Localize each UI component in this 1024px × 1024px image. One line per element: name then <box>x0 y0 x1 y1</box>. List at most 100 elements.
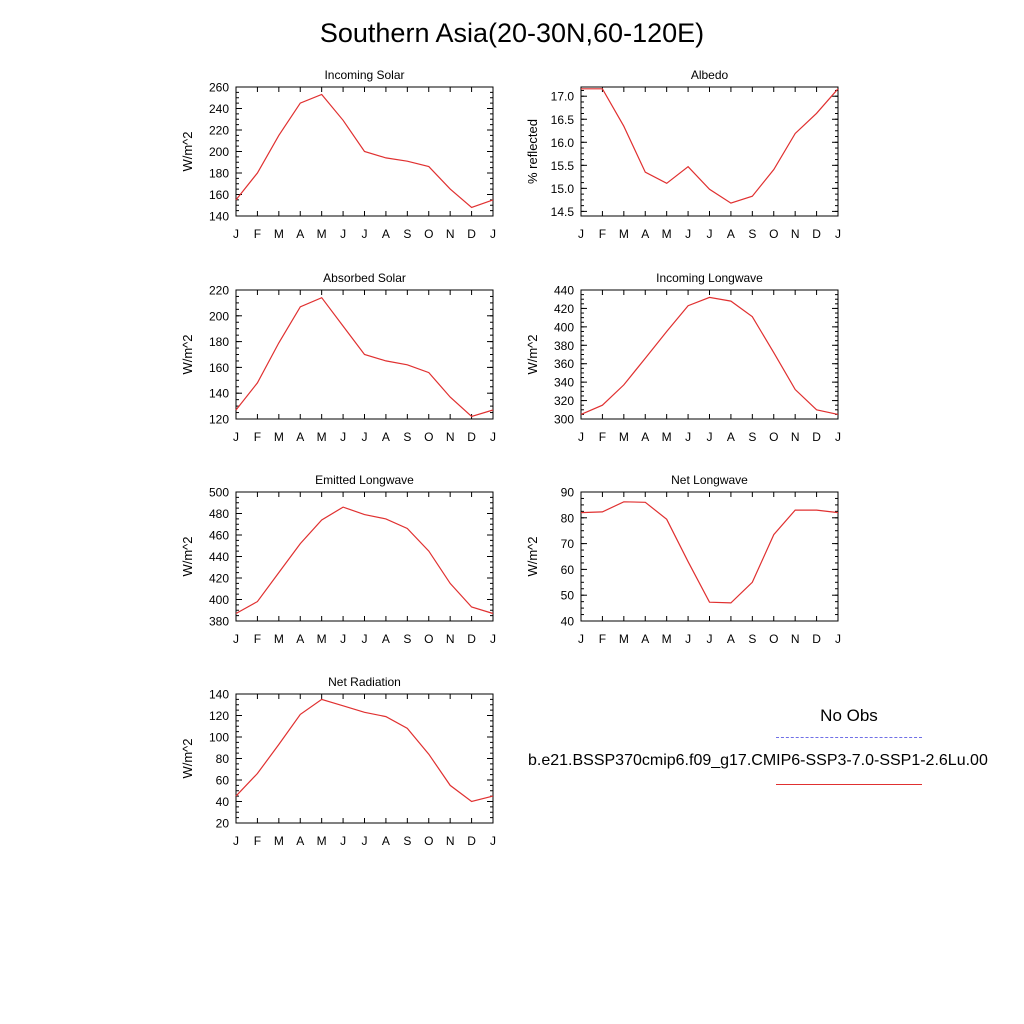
x-tick-label: F <box>254 834 261 848</box>
x-tick-label: O <box>424 227 433 241</box>
y-tick-label: 300 <box>554 413 574 427</box>
y-tick-label: 80 <box>216 752 230 766</box>
y-axis-label: W/m^2 <box>180 738 195 778</box>
y-tick-label: 160 <box>209 361 229 375</box>
x-tick-label: M <box>274 227 284 241</box>
x-tick-label: A <box>296 632 304 646</box>
x-tick-label: J <box>707 227 713 241</box>
y-tick-label: 50 <box>561 589 575 603</box>
y-tick-label: 16.5 <box>551 113 575 127</box>
x-tick-label: M <box>274 834 284 848</box>
x-tick-label: N <box>446 430 455 444</box>
x-tick-label: J <box>707 632 713 646</box>
y-tick-label: 380 <box>554 339 574 353</box>
x-tick-label: N <box>446 834 455 848</box>
page-title: Southern Asia(20-30N,60-120E) <box>319 18 705 48</box>
x-tick-label: J <box>835 227 841 241</box>
y-tick-label: 400 <box>209 593 229 607</box>
series-line <box>235 93 494 209</box>
plot-frame <box>235 491 494 622</box>
chart-title: Incoming Longwave <box>656 271 763 285</box>
y-tick-label: 180 <box>209 167 229 181</box>
x-tick-label: J <box>685 227 691 241</box>
x-tick-label: J <box>490 430 496 444</box>
x-tick-label: A <box>727 227 735 241</box>
x-tick-label: D <box>812 430 821 444</box>
y-tick-label: 500 <box>209 486 229 500</box>
y-tick-label: 70 <box>561 537 575 551</box>
x-tick-label: M <box>662 632 672 646</box>
chart-title: Albedo <box>691 68 729 82</box>
series-line <box>235 698 494 803</box>
y-tick-label: 420 <box>554 302 574 316</box>
x-tick-label: A <box>382 834 390 848</box>
x-tick-label: J <box>340 227 346 241</box>
x-tick-label: M <box>619 227 629 241</box>
x-tick-label: O <box>769 227 778 241</box>
x-tick-label: J <box>490 632 496 646</box>
y-tick-label: 120 <box>209 413 229 427</box>
x-tick-label: O <box>769 430 778 444</box>
y-tick-label: 16.0 <box>551 136 575 150</box>
y-tick-label: 15.0 <box>551 182 575 196</box>
legend-case-label: b.e21.BSSP370cmip6.f09_g17.CMIP6-SSP3-7.… <box>528 752 988 769</box>
y-tick-label: 320 <box>554 394 574 408</box>
x-tick-label: S <box>748 632 756 646</box>
x-tick-label: N <box>791 632 800 646</box>
x-tick-label: J <box>340 430 346 444</box>
x-tick-label: J <box>233 227 239 241</box>
x-tick-label: S <box>748 430 756 444</box>
x-tick-label: J <box>835 430 841 444</box>
x-tick-label: F <box>599 227 606 241</box>
y-axis-label: W/m^2 <box>180 334 195 374</box>
x-tick-label: O <box>424 430 433 444</box>
x-tick-label: A <box>641 632 649 646</box>
x-tick-label: S <box>403 430 411 444</box>
x-tick-label: S <box>403 227 411 241</box>
y-tick-label: 80 <box>561 511 575 525</box>
x-tick-label: J <box>578 430 584 444</box>
x-tick-label: O <box>424 632 433 646</box>
x-tick-label: J <box>340 834 346 848</box>
x-tick-label: M <box>274 632 284 646</box>
x-tick-label: A <box>641 430 649 444</box>
y-tick-label: 140 <box>209 688 229 702</box>
legend-obs-line <box>776 737 922 738</box>
x-tick-label: F <box>599 632 606 646</box>
x-tick-label: J <box>685 632 691 646</box>
legend-case-line <box>776 784 922 785</box>
y-tick-label: 160 <box>209 188 229 202</box>
legend-obs-label: No Obs <box>820 706 878 725</box>
x-tick-label: O <box>424 834 433 848</box>
x-tick-label: M <box>662 227 672 241</box>
y-tick-label: 200 <box>209 309 229 323</box>
x-tick-label: A <box>296 430 304 444</box>
x-tick-label: M <box>619 632 629 646</box>
x-tick-label: J <box>233 834 239 848</box>
series-line <box>235 296 494 418</box>
y-tick-label: 440 <box>554 284 574 298</box>
y-tick-label: 20 <box>216 817 230 831</box>
x-tick-label: M <box>274 430 284 444</box>
x-tick-label: F <box>254 430 261 444</box>
x-tick-label: A <box>296 227 304 241</box>
x-tick-label: A <box>382 227 390 241</box>
x-tick-label: J <box>362 227 368 241</box>
x-tick-label: A <box>727 430 735 444</box>
x-tick-label: N <box>791 227 800 241</box>
plot-frame <box>235 693 494 824</box>
y-tick-label: 17.0 <box>551 90 575 104</box>
y-tick-label: 440 <box>209 550 229 564</box>
x-tick-label: A <box>296 834 304 848</box>
y-tick-label: 60 <box>561 563 575 577</box>
x-tick-label: A <box>727 632 735 646</box>
x-tick-label: D <box>812 227 821 241</box>
x-tick-label: N <box>446 227 455 241</box>
x-tick-label: J <box>233 632 239 646</box>
chart-title: Net Radiation <box>328 675 401 689</box>
y-tick-label: 220 <box>209 124 229 138</box>
y-tick-label: 180 <box>209 335 229 349</box>
x-tick-label: D <box>467 227 476 241</box>
